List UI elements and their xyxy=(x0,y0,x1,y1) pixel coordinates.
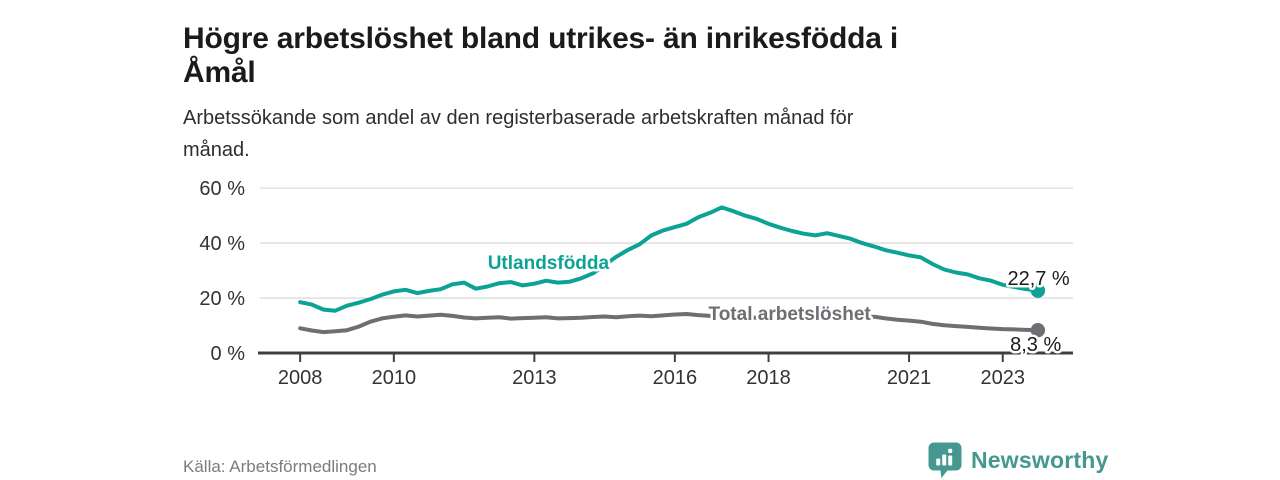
newsworthy-logo: Newsworthy xyxy=(928,442,1108,479)
x-tick-label: 2008 xyxy=(278,367,323,389)
end-value-label: 8,3 % xyxy=(1010,334,1061,356)
end-value-label: 22,7 % xyxy=(1007,268,1069,290)
x-tick-label: 2023 xyxy=(980,367,1025,389)
chart-title: Högre arbetslöshet bland utrikes- än inr… xyxy=(183,22,1143,90)
bar-short xyxy=(936,458,941,466)
chart-subtitle-line1: Arbetssökande som andel av den registerb… xyxy=(183,107,854,129)
newsworthy-bubble-chart-icon xyxy=(928,442,962,478)
source-note: Källa: Arbetsförmedlingen xyxy=(183,457,377,476)
bar-exclaim-stem xyxy=(948,455,953,466)
y-tick-label: 20 % xyxy=(199,288,245,310)
newsworthy-wordmark: Newsworthy xyxy=(971,447,1109,473)
y-tick-label: 60 % xyxy=(199,178,245,200)
bar-tall xyxy=(942,454,947,466)
series-inline-label: Utlandsfödda xyxy=(488,253,610,274)
y-tick-label: 40 % xyxy=(199,233,245,255)
chart-subtitle-line2: månad. xyxy=(183,139,250,161)
chart-title-line1: Högre arbetslöshet bland utrikes- än inr… xyxy=(183,22,898,56)
bar-exclaim-dot xyxy=(948,448,953,453)
series-end-dot-0 xyxy=(1030,283,1046,298)
series-inline-label: Total arbetslöshet xyxy=(709,304,872,325)
y-tick-label: 0 % xyxy=(211,343,246,365)
x-tick-label: 2021 xyxy=(887,367,932,389)
x-tick-label: 2013 xyxy=(512,367,557,389)
series-end-dot-1 xyxy=(1030,322,1046,338)
chart-title-line2: Åmål xyxy=(183,56,256,90)
unemployment-line-chart: 0 % 20 % 40 % 60 % 2008 2010 2013 2016 2018 2021 2… xyxy=(180,173,1120,405)
x-tick-label: 2016 xyxy=(653,367,698,389)
series-line-0 xyxy=(298,205,1040,313)
series-line-1 xyxy=(298,312,1040,335)
chart-subtitle: Arbetssökande som andel av den registerb… xyxy=(183,102,1063,166)
x-tick-label: 2018 xyxy=(746,367,791,389)
x-tick-label: 2010 xyxy=(372,367,417,389)
